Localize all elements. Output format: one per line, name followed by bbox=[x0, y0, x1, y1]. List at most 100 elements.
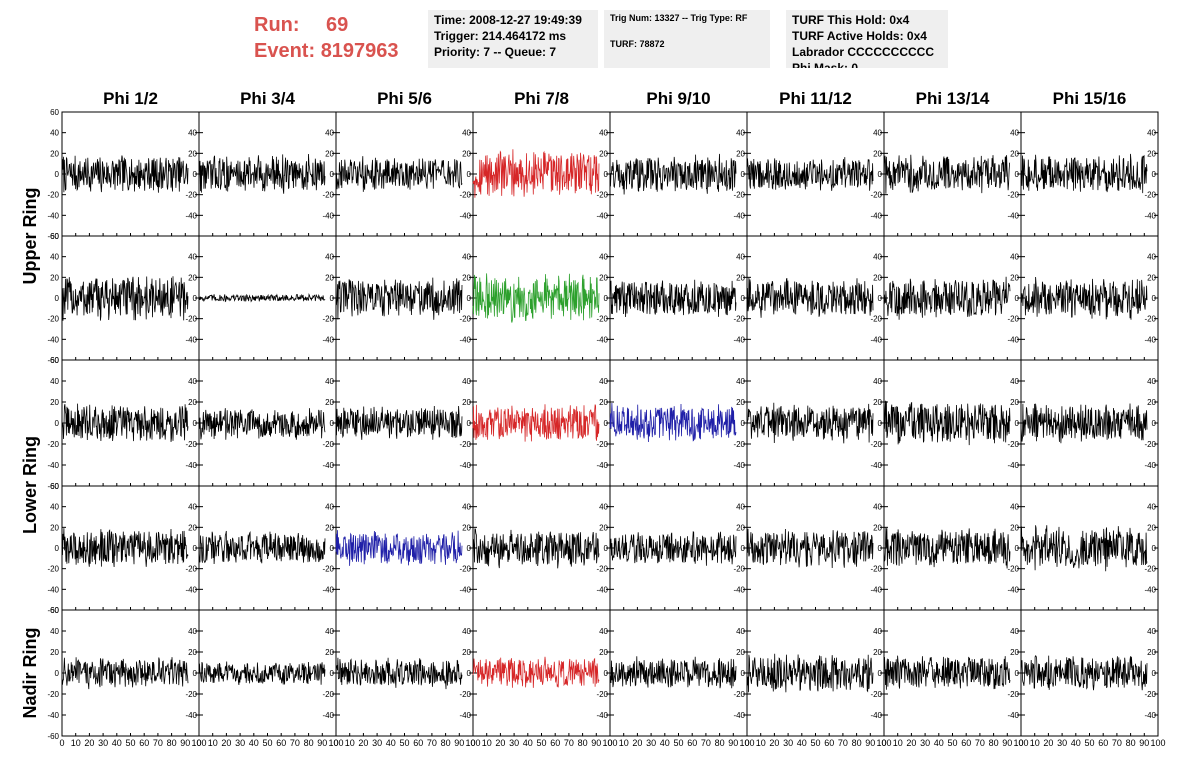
y-tick-label: -20 bbox=[1007, 315, 1019, 324]
y-tick-label: 20 bbox=[188, 648, 197, 657]
x-tick-label: 30 bbox=[235, 738, 245, 748]
x-tick-label: 0 bbox=[333, 738, 338, 748]
y-tick-label: -40 bbox=[47, 211, 59, 220]
ring-label: Nadir Ring bbox=[20, 627, 40, 718]
waveform-trace bbox=[198, 661, 326, 686]
y-tick-label: 40 bbox=[873, 129, 882, 138]
y-tick-label: -40 bbox=[185, 461, 197, 470]
y-tick-label: 40 bbox=[599, 627, 608, 636]
y-tick-label: 0 bbox=[741, 669, 746, 678]
y-tick-label: -40 bbox=[185, 335, 197, 344]
y-tick-label: 0 bbox=[604, 419, 609, 428]
x-tick-label: 60 bbox=[276, 738, 286, 748]
labrador-text: Labrador CCCCCCCCCC bbox=[792, 45, 935, 59]
x-tick-label: 80 bbox=[989, 738, 999, 748]
y-tick-label: -20 bbox=[459, 315, 471, 324]
ring-label: Upper Ring bbox=[20, 188, 40, 285]
y-tick-label: 20 bbox=[1147, 523, 1156, 532]
x-tick-label: 20 bbox=[84, 738, 94, 748]
y-tick-label: 0 bbox=[604, 170, 609, 179]
turf-text: TURF: 78872 bbox=[610, 39, 665, 49]
y-tick-label: 20 bbox=[325, 523, 334, 532]
y-tick-label: 20 bbox=[325, 149, 334, 158]
y-tick-label: -20 bbox=[47, 690, 59, 699]
x-tick-label: 0 bbox=[881, 738, 886, 748]
y-tick-label: 40 bbox=[325, 627, 334, 636]
y-tick-label: 20 bbox=[325, 398, 334, 407]
x-tick-label: 30 bbox=[783, 738, 793, 748]
x-tick-label: 50 bbox=[536, 738, 546, 748]
y-tick-label: 0 bbox=[55, 419, 60, 428]
x-tick-label: 80 bbox=[1126, 738, 1136, 748]
y-tick-label: -20 bbox=[322, 191, 334, 200]
x-tick-label: 80 bbox=[852, 738, 862, 748]
x-tick-label: 90 bbox=[317, 738, 327, 748]
y-tick-label: 20 bbox=[873, 398, 882, 407]
y-tick-label: 20 bbox=[1010, 648, 1019, 657]
waveform-trace bbox=[61, 155, 189, 193]
x-tick-label: 10 bbox=[71, 738, 81, 748]
x-tick-label: 50 bbox=[810, 738, 820, 748]
x-tick-label: 70 bbox=[701, 738, 711, 748]
y-tick-label: -20 bbox=[322, 565, 334, 574]
column-header: Phi 15/16 bbox=[1053, 89, 1127, 108]
y-tick-label: 0 bbox=[741, 419, 746, 428]
y-tick-label: 40 bbox=[599, 253, 608, 262]
waveform-trace bbox=[1020, 276, 1148, 320]
y-tick-label: 20 bbox=[873, 273, 882, 282]
y-tick-label: 20 bbox=[1147, 273, 1156, 282]
y-tick-label: 0 bbox=[604, 544, 609, 553]
y-tick-label: -20 bbox=[1144, 315, 1156, 324]
y-tick-label: 20 bbox=[50, 648, 59, 657]
y-tick-label: -40 bbox=[185, 585, 197, 594]
x-tick-label: 10 bbox=[1030, 738, 1040, 748]
y-tick-label: 20 bbox=[50, 273, 59, 282]
trig-info-box: Trig Num: 13327 -- Trig Type: RF TURF: 7… bbox=[604, 10, 770, 68]
x-tick-label: 30 bbox=[1057, 738, 1067, 748]
y-tick-label: 40 bbox=[1147, 503, 1156, 512]
turf-this-hold-text: TURF This Hold: 0x4 bbox=[792, 13, 910, 27]
y-tick-label: -40 bbox=[596, 711, 608, 720]
x-tick-label: 60 bbox=[961, 738, 971, 748]
waveform-trace bbox=[883, 655, 1011, 690]
waveform-trace bbox=[609, 279, 737, 318]
y-tick-label: 40 bbox=[599, 503, 608, 512]
y-tick-label: -20 bbox=[596, 690, 608, 699]
waveform-trace bbox=[472, 528, 600, 569]
y-tick-label: 40 bbox=[462, 253, 471, 262]
y-tick-label: -40 bbox=[870, 461, 882, 470]
y-tick-label: -20 bbox=[1144, 690, 1156, 699]
y-tick-label: 40 bbox=[873, 253, 882, 262]
x-tick-label: 90 bbox=[180, 738, 190, 748]
y-tick-label: 0 bbox=[741, 170, 746, 179]
y-tick-label: 40 bbox=[736, 129, 745, 138]
y-tick-label: -40 bbox=[459, 585, 471, 594]
y-tick-label: 20 bbox=[188, 149, 197, 158]
y-tick-label: 20 bbox=[325, 273, 334, 282]
x-tick-label: 40 bbox=[386, 738, 396, 748]
y-tick-label: 60 bbox=[50, 482, 59, 491]
x-tick-label: 100 bbox=[602, 738, 617, 748]
y-tick-label: -20 bbox=[47, 440, 59, 449]
y-tick-label: 0 bbox=[1015, 419, 1020, 428]
y-tick-label: -40 bbox=[1007, 711, 1019, 720]
waveform-trace bbox=[609, 153, 737, 195]
waveform-trace bbox=[1020, 525, 1148, 572]
x-tick-label: 50 bbox=[262, 738, 272, 748]
x-tick-label: 100 bbox=[465, 738, 480, 748]
y-tick-label: 40 bbox=[462, 377, 471, 386]
y-tick-label: 40 bbox=[1147, 377, 1156, 386]
y-tick-label: -20 bbox=[185, 440, 197, 449]
y-tick-label: 40 bbox=[50, 253, 59, 262]
y-tick-label: 40 bbox=[873, 377, 882, 386]
y-tick-label: 40 bbox=[462, 129, 471, 138]
trigger-text: Trigger: 214.464172 ms bbox=[434, 29, 567, 43]
y-tick-label: 20 bbox=[1010, 273, 1019, 282]
y-tick-label: -20 bbox=[322, 690, 334, 699]
x-tick-label: 70 bbox=[153, 738, 163, 748]
y-tick-label: 20 bbox=[599, 523, 608, 532]
y-tick-label: 60 bbox=[50, 232, 59, 241]
y-tick-label: -40 bbox=[1007, 461, 1019, 470]
y-tick-label: -40 bbox=[47, 461, 59, 470]
y-tick-label: -20 bbox=[1144, 191, 1156, 200]
